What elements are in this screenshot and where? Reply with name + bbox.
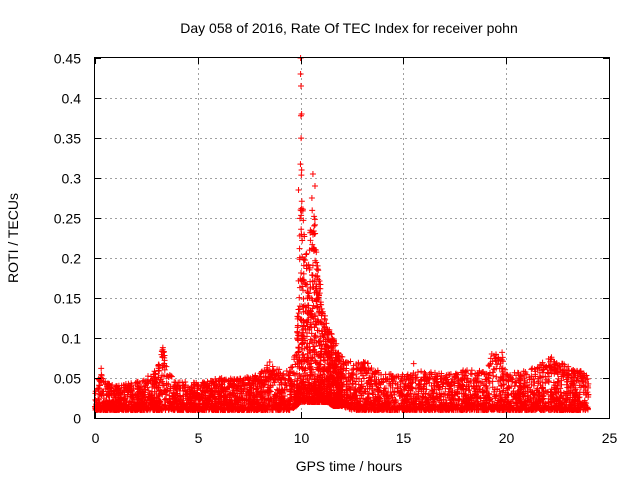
- data-point: [322, 316, 329, 323]
- data-point: [311, 213, 318, 220]
- data-points: [92, 55, 592, 413]
- data-point: [451, 382, 458, 389]
- data-point: [298, 269, 305, 276]
- data-point: [298, 226, 305, 233]
- data-point: [298, 135, 305, 142]
- data-point: [366, 390, 373, 397]
- data-point: [309, 207, 316, 214]
- data-point: [423, 386, 430, 393]
- data-point: [491, 388, 498, 395]
- data-point: [307, 237, 314, 244]
- data-point: [300, 308, 307, 315]
- x-axis-label: GPS time / hours: [296, 458, 403, 474]
- data-point: [297, 215, 304, 222]
- data-point: [486, 380, 493, 387]
- data-point: [314, 295, 321, 302]
- data-point: [408, 393, 415, 400]
- data-point: [299, 326, 306, 333]
- chart-title: Day 058 of 2016, Rate Of TEC Index for r…: [180, 20, 517, 36]
- data-point: [296, 245, 303, 252]
- y-axis-label: ROTI / TECUs: [5, 193, 21, 283]
- data-point: [300, 270, 307, 277]
